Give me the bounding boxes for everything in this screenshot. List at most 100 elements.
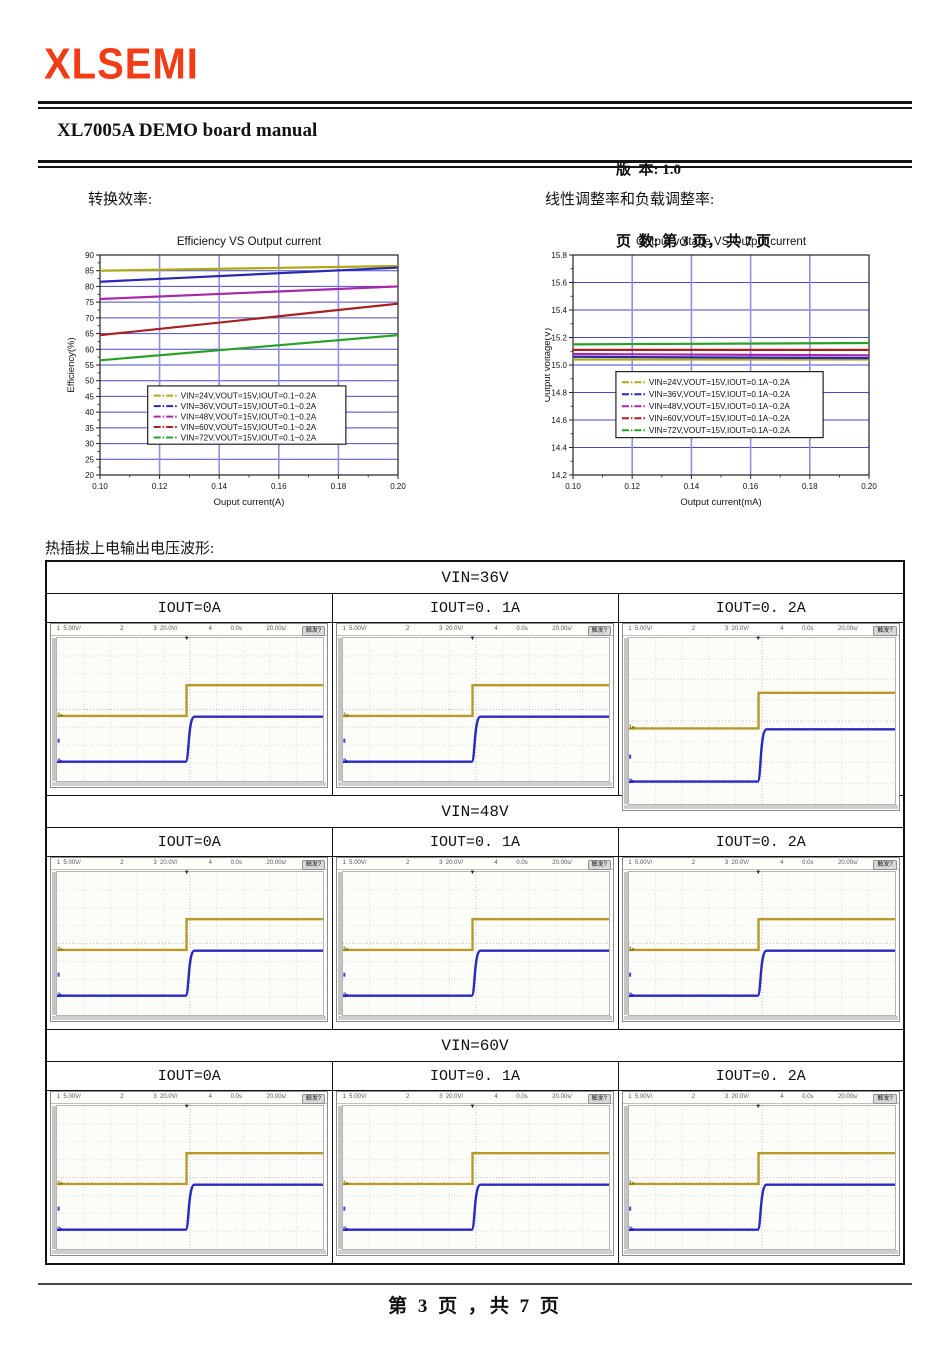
scope-status-item: 3 20.0V/ bbox=[153, 626, 178, 632]
iout-column-header: IOUT=0A bbox=[45, 827, 333, 857]
y-tick-label: 15.6 bbox=[551, 279, 567, 288]
scope-status-item: 0.0s bbox=[516, 626, 528, 632]
series-line bbox=[99, 334, 399, 362]
scope-statusbar: 1 5.00V/2 3 20.0V/4 0.0s 20.00s/触发? bbox=[622, 1092, 899, 1104]
oscilloscope-screenshot-VIN=48V-IOUT=0A: 1 5.00V/2 3 20.0V/4 0.0s 20.00s/触发? ▼ 1▸ 2▸ ▮ bbox=[50, 857, 329, 1022]
scope-status-item: 20.00s/ bbox=[266, 860, 287, 866]
legend-label: VIN=24V,VOUT=15V,IOUT=0.1A~0.2A bbox=[649, 378, 790, 387]
scope-status-item: 4 bbox=[208, 626, 212, 632]
scope-status-item: 1 5.00V/ bbox=[56, 860, 81, 866]
scope-trigger-status-button: 触发? bbox=[301, 1094, 326, 1104]
scope-status-item: 20.00s/ bbox=[266, 626, 287, 632]
y-tick-label: 50 bbox=[85, 377, 94, 386]
y-axis-label: Efficiency(%) bbox=[66, 337, 77, 392]
x-tick-label: 0.10 bbox=[565, 482, 581, 491]
scope-trigger-status-button: 触发? bbox=[301, 626, 326, 636]
scope-statusbar: 1 5.00V/2 3 20.0V/4 0.0s 20.00s/触发? bbox=[51, 1092, 328, 1104]
iout-column-header: IOUT=0. 1A bbox=[331, 1061, 619, 1091]
ch2-trace bbox=[57, 951, 323, 996]
ch1-marker: 1▸ bbox=[628, 1180, 636, 1187]
scope-trigger-status-button: 触发? bbox=[873, 860, 897, 870]
scope-status-item: 20.00s/ bbox=[838, 1094, 858, 1100]
y-tick-label: 45 bbox=[85, 392, 94, 401]
scope-status-item: 0.0s bbox=[516, 860, 528, 866]
ch2-trace bbox=[343, 717, 609, 762]
iout-column-header: IOUT=0. 2A bbox=[617, 593, 905, 623]
y-tick-label: 15.2 bbox=[551, 334, 567, 343]
scope-status-item: 2 bbox=[691, 1094, 696, 1100]
waveform-heading: 热插拔上电输出电压波形: bbox=[45, 541, 215, 557]
scope-statusbar: 1 5.00V/2 3 20.0V/4 0.0s 20.00s/触发? bbox=[622, 858, 899, 870]
legend-label: VIN=48V,VOUT=15V,IOUT=0.1A~0.2A bbox=[649, 402, 790, 411]
ch2-trace bbox=[343, 951, 609, 996]
section-label-regulation: 线性调整率和负载调整率: bbox=[545, 192, 715, 208]
scope-status-item: 3 20.0V/ bbox=[439, 1094, 464, 1100]
scope-trigger-status-button: 触发? bbox=[873, 1094, 897, 1104]
ch2-reference-marker: ▮ bbox=[57, 972, 61, 979]
ch1-marker: 1▸ bbox=[343, 946, 350, 953]
scope-status-item: 20.00s/ bbox=[838, 626, 858, 632]
scope-status-item: 1 5.00V/ bbox=[628, 860, 653, 866]
scope-status-item: 1 5.00V/ bbox=[56, 626, 81, 632]
ch2-marker: 2▸ bbox=[628, 778, 636, 785]
ch2-reference-marker: ▮ bbox=[628, 754, 632, 761]
legend-label: VIN=60V,VOUT=15V,IOUT=0.1~0.2A bbox=[181, 423, 317, 432]
ch2-reference-marker: ▮ bbox=[57, 1206, 61, 1213]
scope-left-bar bbox=[623, 638, 628, 804]
scope-status-item: 2 bbox=[120, 626, 124, 632]
trigger-position-icon: ▼ bbox=[183, 1104, 190, 1110]
ch2-marker: 2▸ bbox=[628, 1226, 636, 1233]
ch1-trace bbox=[57, 919, 323, 950]
ch1-trace bbox=[343, 919, 609, 950]
vin-group-header: VIN=60V bbox=[45, 1029, 905, 1062]
scope-status-item: 4 bbox=[494, 860, 498, 866]
scope-bottom-bar bbox=[338, 782, 612, 786]
x-tick-label: 0.18 bbox=[802, 482, 818, 491]
ch2-reference-marker: ▮ bbox=[57, 738, 61, 745]
x-tick-label: 0.14 bbox=[211, 482, 227, 491]
scope-status-item: 0.0s bbox=[802, 860, 814, 866]
output-voltage-chart: Output voltage VS Output current 14.2 14.4… bbox=[542, 230, 937, 520]
scope-statusbar: 1 5.00V/2 3 20.0V/4 0.0s 20.00s/触发? bbox=[337, 858, 613, 870]
ch2-trace bbox=[57, 717, 323, 762]
scope-traces bbox=[629, 1106, 895, 1249]
ch1-trace bbox=[629, 919, 895, 950]
x-tick-label: 0.10 bbox=[92, 482, 108, 491]
scope-status-item: 3 20.0V/ bbox=[439, 626, 464, 632]
scope-status-item: 4 bbox=[208, 860, 212, 866]
ch2-marker: 2▸ bbox=[628, 992, 636, 999]
scope-status-item: 2 bbox=[406, 860, 410, 866]
scope-status-item: 0.0s bbox=[230, 860, 242, 866]
xlsemi-logo: XLSEMI bbox=[44, 40, 199, 89]
y-tick-label: 20 bbox=[85, 471, 94, 480]
scope-plot-area: ▼ 1▸ 2▸ ▮ bbox=[338, 870, 612, 1020]
trigger-position-icon: ▼ bbox=[183, 636, 190, 642]
oscilloscope-screenshot-VIN=36V-IOUT=0. 2A: 1 5.00V/2 3 20.0V/4 0.0s 20.00s/触发? ▼ 1▸ 2▸ ▮ bbox=[621, 623, 900, 811]
x-tick-label: 0.18 bbox=[331, 482, 347, 491]
scope-left-bar bbox=[338, 872, 342, 1015]
y-tick-label: 25 bbox=[85, 455, 94, 464]
header-top-divider bbox=[38, 101, 912, 109]
legend-label: VIN=36V,VOUT=15V,IOUT=0.1A~0.2A bbox=[649, 390, 790, 399]
scope-trigger-status-button: 触发? bbox=[873, 626, 897, 636]
y-tick-label: 30 bbox=[85, 440, 94, 449]
doc-meta: 版 本: 1.0 页 数: 第 3 页， 共 7 页 bbox=[616, 110, 771, 302]
scope-plot-area: ▼ 1▸ 2▸ ▮ bbox=[52, 870, 327, 1020]
scope-status-item: 1 5.00V/ bbox=[342, 860, 367, 866]
scope-status-item: 0.0s bbox=[802, 1094, 814, 1100]
scope-traces bbox=[343, 1106, 609, 1249]
scope-status-item: 4 bbox=[780, 860, 784, 866]
oscilloscope-screenshot-VIN=36V-IOUT=0. 1A: 1 5.00V/2 3 20.0V/4 0.0s 20.00s/触发? ▼ 1▸ 2▸ ▮ bbox=[336, 623, 614, 788]
chart-title: Efficiency VS Output current bbox=[177, 236, 322, 248]
ch1-marker: 1▸ bbox=[628, 725, 636, 732]
y-tick-label: 15.4 bbox=[551, 306, 567, 315]
ch2-reference-marker: ▮ bbox=[343, 972, 346, 979]
iout-column-header: IOUT=0A bbox=[45, 593, 333, 623]
legend-box bbox=[615, 371, 824, 439]
ch1-marker: 1▸ bbox=[57, 946, 64, 953]
scope-cell: 1 5.00V/2 3 20.0V/4 0.0s 20.00s/触发? ▼ 1▸ 2▸ ▮ bbox=[331, 856, 619, 1030]
x-tick-label: 0.16 bbox=[271, 482, 287, 491]
trigger-position-icon: ▼ bbox=[469, 1104, 476, 1110]
scope-cell: 1 5.00V/2 3 20.0V/4 0.0s 20.00s/触发? ▼ 1▸ 2▸ ▮ bbox=[331, 622, 619, 796]
scope-left-bar bbox=[52, 1106, 57, 1249]
